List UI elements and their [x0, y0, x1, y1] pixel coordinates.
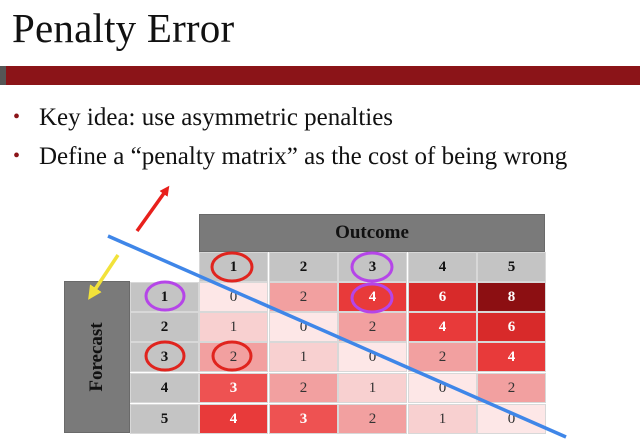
- outcome-col-3: 3: [338, 252, 407, 282]
- bullet-text: Key idea: use asymmetric penalties: [39, 103, 394, 131]
- matrix-cell: 3: [269, 404, 338, 434]
- bullet-item: • Define a “penalty matrix” as the cost …: [13, 137, 567, 176]
- matrix-cell: 8: [477, 282, 546, 312]
- matrix-cell: 0: [408, 373, 477, 403]
- matrix-cell: 0: [199, 282, 268, 312]
- matrix-cell: 4: [199, 404, 268, 434]
- matrix-cell: 0: [477, 404, 546, 434]
- matrix-cell: 2: [338, 312, 407, 342]
- bullet-marker: •: [13, 106, 21, 128]
- forecast-row-2: 2: [130, 312, 199, 342]
- matrix-cell: 1: [269, 342, 338, 372]
- matrix-cell: 2: [338, 404, 407, 434]
- bullet-text: Define a “penalty matrix” as the cost of…: [39, 142, 568, 170]
- matrix-cell: 1: [408, 404, 477, 434]
- matrix-cell: 6: [477, 312, 546, 342]
- forecast-label: Forecast: [86, 322, 107, 392]
- matrix-cell: 1: [338, 373, 407, 403]
- matrix-cell: 0: [269, 312, 338, 342]
- forecast-row-5: 5: [130, 404, 199, 434]
- matrix-cell: 0: [338, 342, 407, 372]
- outcome-header: Outcome: [199, 214, 545, 252]
- matrix-cell: 2: [477, 373, 546, 403]
- matrix-cell: 2: [269, 373, 338, 403]
- slide-title: Penalty Error: [12, 5, 235, 51]
- matrix-cell: 4: [477, 342, 546, 372]
- bullet-list: • Key idea: use asymmetric penalties • D…: [13, 98, 567, 176]
- forecast-row-4: 4: [130, 373, 199, 403]
- outcome-col-1: 1: [199, 252, 268, 282]
- outcome-col-4: 4: [408, 252, 477, 282]
- matrix-cell: 3: [199, 373, 268, 403]
- matrix-cell: 2: [269, 282, 338, 312]
- bullet-marker: •: [13, 145, 21, 167]
- matrix-cell: 2: [408, 342, 477, 372]
- title-bar-end: [0, 66, 6, 85]
- forecast-row-3: 3: [130, 342, 199, 372]
- matrix-cell: 6: [408, 282, 477, 312]
- matrix-cell: 1: [199, 312, 268, 342]
- matrix-cell: 4: [338, 282, 407, 312]
- matrix-cell: 4: [408, 312, 477, 342]
- forecast-row-1: 1: [130, 282, 199, 312]
- matrix-cell: 2: [199, 342, 268, 372]
- bullet-item: • Key idea: use asymmetric penalties: [13, 98, 567, 137]
- title-bar: [0, 66, 640, 85]
- outcome-col-5: 5: [477, 252, 546, 282]
- outcome-col-2: 2: [269, 252, 338, 282]
